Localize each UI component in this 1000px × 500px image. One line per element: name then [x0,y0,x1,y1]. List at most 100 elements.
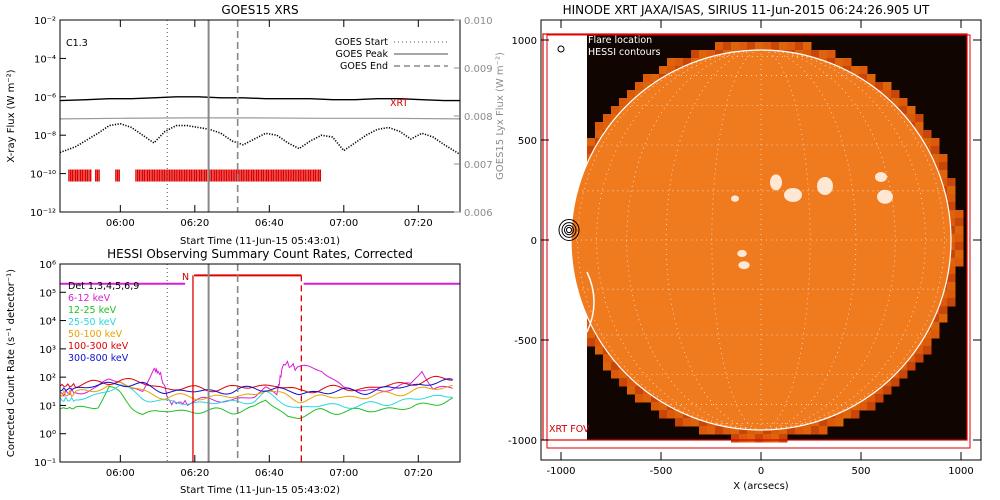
hessi-legend: Det 1,3,4,5,6,9 6-12 keV 12-25 keV 25-50… [68,281,139,364]
hessi-contour [561,222,577,238]
xrt-corona-tile [907,114,916,123]
goes-series-line-0 [60,96,460,102]
xrt-corona-tile [923,130,932,139]
xrt-corona-tile [595,122,604,131]
xrt-corona-tile [651,74,660,83]
active-region [784,188,802,202]
hessi-y-tick-label: 10⁵ [39,288,56,299]
active-region [770,174,782,191]
xrt-corona-tile [939,298,948,307]
hessi-contour [564,224,574,236]
xrt-corona-tile [827,50,836,59]
hessi-axes-frame [59,263,461,463]
xrt-corona-tile [891,378,900,387]
active-region [737,249,747,258]
xrt-corona-tile [699,418,708,427]
xrt-legend: Flare location HESSI contours [557,35,661,58]
xrt-corona-tile [747,434,756,443]
goes-y-ticks: 10⁻² 10⁻⁴ 10⁻⁶ 10⁻⁸ 10⁻¹⁰ 10⁻¹² [30,16,66,219]
xrt-corona-tile [931,330,940,339]
xrt-corona-tile [915,354,924,363]
hessi-panel: HESSI Observing Summary Count Rates, Cor… [6,247,461,496]
xrt-corona-tile [947,258,956,267]
goes-x-tick-label: 07:20 [404,218,433,229]
xrt-corona-tile [955,242,964,251]
xrt-y-tick-label: 500 [518,136,537,147]
xrt-corona-tile [675,58,684,67]
xrt-corona-tile [723,42,732,51]
xrt-corona-tile [907,106,916,115]
xrt-corona-tile [603,122,612,131]
goes-plot-area [60,20,460,212]
goes-y-tick-label: 10⁻⁸ [34,131,56,142]
xrt-corona-tile [627,378,636,387]
xrt-corona-tile [787,42,796,51]
xrt-x-tick-label: 1000 [948,466,973,477]
xrt-corona-tile [763,42,772,51]
xrt-corona-tile [939,314,948,323]
xrt-corona-tile [947,210,956,219]
goes-y2-tick-label: 0.007 [464,160,493,171]
xrt-corona-tile [835,410,844,419]
xrt-corona-tile [915,114,924,123]
xrt-corona-tile [699,50,708,59]
xrt-corona-tile [587,146,596,155]
xrt-corona-tile [723,426,732,435]
xrt-corona-tile [883,90,892,99]
xrt-corona-tile [851,402,860,411]
xrt-corona-tile [595,338,604,347]
hessi-title: HESSI Observing Summary Count Rates, Cor… [107,247,413,261]
legend-12-25: 12-25 keV [68,305,117,316]
goes-y2-tick-label: 0.010 [464,16,493,27]
xrt-corona-tile [843,410,852,419]
xrt-corona-tile [947,178,956,187]
hessi-x-tick-label: 06:20 [180,468,209,479]
xrt-corona-tile [923,330,932,339]
xrt-corona-tile [651,402,660,411]
xrt-corona-tile [875,394,884,403]
xrt-corona-tile [739,426,748,435]
active-region [817,177,833,195]
legend-6-12: 6-12 keV [68,293,111,304]
xrt-corona-tile [899,106,908,115]
xrt-corona-tile [803,42,812,51]
hessi-y-label: Corrected Count Rate (s⁻¹ detector⁻¹) [6,269,17,457]
goes-title: GOES15 XRS [221,3,298,17]
active-region [731,195,739,202]
xrt-corona-tile [835,58,844,67]
solar-grid-longitude [577,49,762,431]
xrt-x-label: X (arcsecs) [733,481,789,492]
xrt-corona-tile [947,194,956,203]
xrt-corona-tile [795,426,804,435]
xrt-image [541,20,981,460]
xrt-corona-tile [883,386,892,395]
xrt-corona-tile [635,394,644,403]
xrt-corona-tile [939,162,948,171]
xrt-corona-tile [931,314,940,323]
legend-50-100: 50-100 keV [68,329,123,340]
xrt-corona-tile [819,418,828,427]
xrt-corona-tile [867,394,876,403]
xrt-corona-tile [955,210,964,219]
xrt-corona-tile [899,370,908,379]
hessi-contour [566,226,572,234]
xrt-corona-tile [611,370,620,379]
xrt-corona-tile [811,426,820,435]
xrt-corona-tile [867,74,876,83]
xrt-y-tick-label: 0 [531,236,537,247]
xrt-corona-tile [683,58,692,67]
xrt-corona-tile [675,418,684,427]
xrt-corona-tile [907,362,916,371]
xrt-y-tick-label: 1000 [512,36,537,47]
xrt-corona-tile [875,386,884,395]
xrt-corona-tile [915,122,924,131]
goes-y-tick-label: 10⁻⁴ [34,54,56,65]
hessi-y-tick-label: 10³ [39,345,56,356]
xrt-corona-tile [587,330,596,339]
xrt-corona-tile [835,418,844,427]
xrt-corona-tile [595,346,604,355]
xrt-corona-tile [603,114,612,123]
xrt-corona-tile [859,66,868,75]
xrt-corona-tile [667,66,676,75]
hessi-series-line-1 [60,385,453,420]
